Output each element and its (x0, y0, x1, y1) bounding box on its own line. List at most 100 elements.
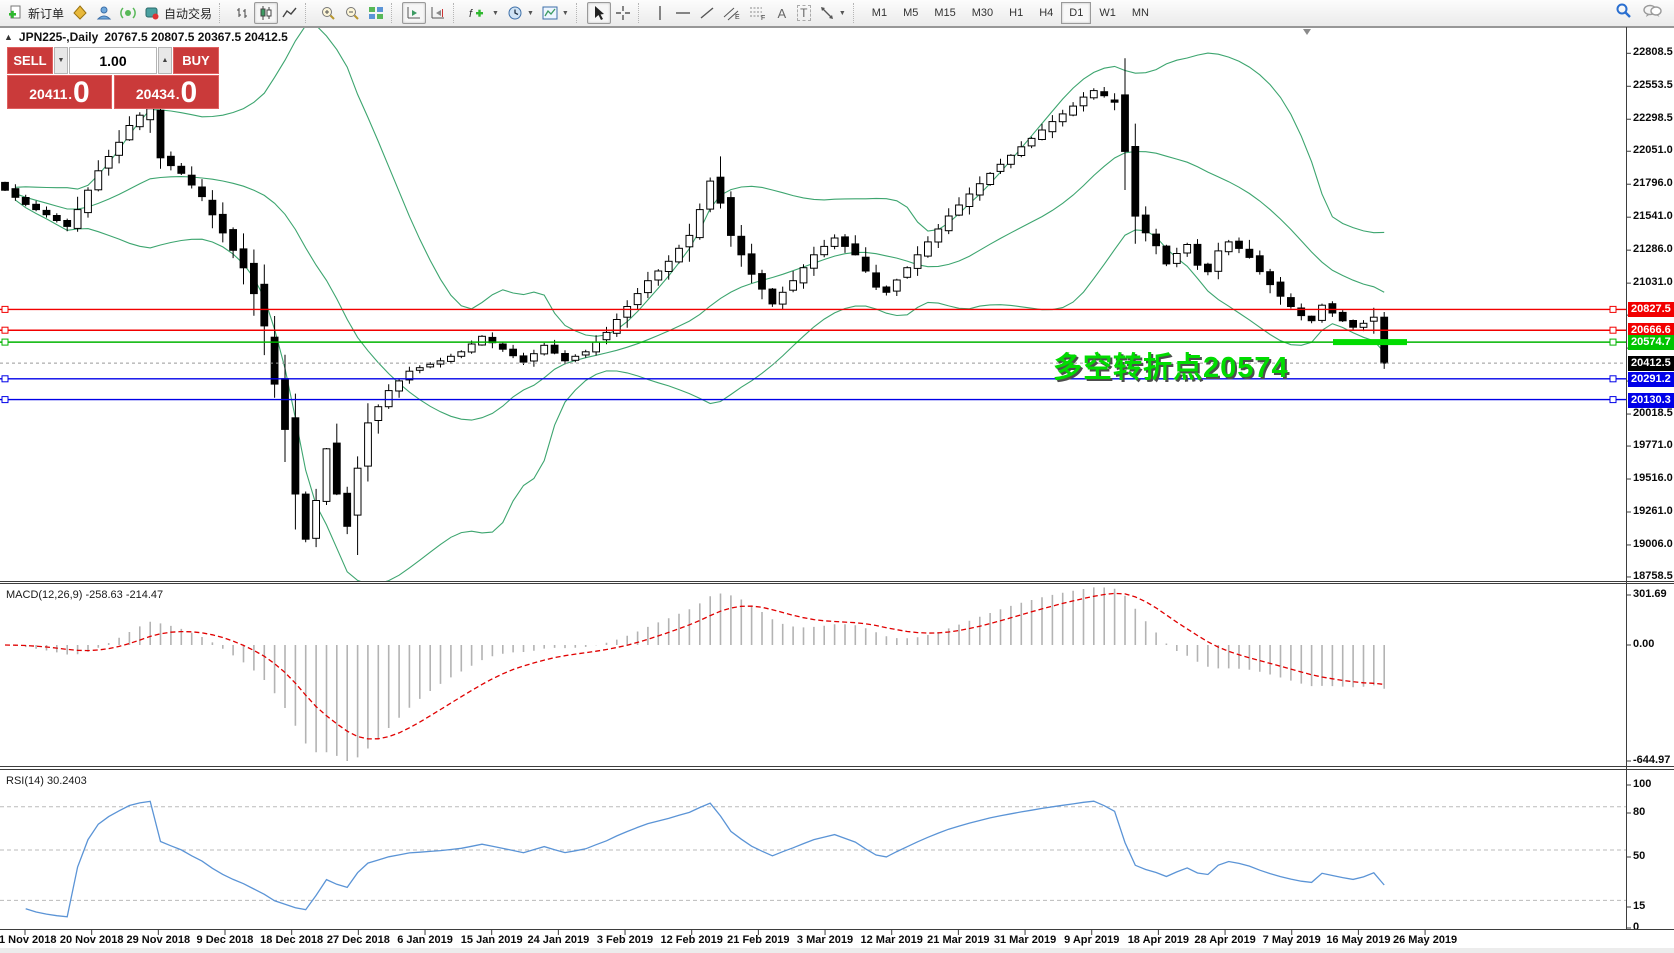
toolbar-separator (575, 3, 583, 23)
line-chart-button[interactable] (278, 2, 302, 24)
macd-signal-line (4, 592, 1385, 740)
styles-button[interactable] (68, 2, 92, 24)
zoom-in-button[interactable] (316, 2, 340, 24)
price-tick-label: 21541.0 (1633, 210, 1673, 223)
highlight-trend-segment[interactable] (1333, 339, 1407, 346)
chat-icon[interactable] (1642, 3, 1662, 24)
search-icon[interactable] (1615, 2, 1632, 24)
collapse-chart-icon[interactable]: ▲ (4, 32, 13, 42)
price-tick-label: 19516.0 (1633, 472, 1673, 485)
level-handle[interactable] (1609, 326, 1617, 334)
date-tick-label: 6 Jan 2019 (397, 934, 453, 946)
profile-button[interactable] (92, 2, 116, 24)
timeframe-m5-button[interactable]: M5 (903, 7, 919, 19)
date-tick-label: 20 Nov 2018 (59, 934, 124, 946)
level-handle[interactable] (1609, 375, 1617, 383)
volume-decrease-button[interactable]: ▼ (54, 47, 68, 74)
rsi-line (25, 800, 1385, 918)
line-chart-icon (282, 5, 298, 21)
arrows-tool-button[interactable]: ▼ (815, 2, 850, 24)
fibonacci-tool-button[interactable]: F (745, 2, 771, 24)
trendline-icon (699, 5, 715, 21)
rsi-tick-label: 15 (1633, 900, 1646, 912)
new-order-label: 新订单 (28, 6, 65, 21)
candlestick-chart-button[interactable] (254, 2, 279, 24)
price-tick-label: 22051.0 (1633, 144, 1673, 157)
periods-button[interactable]: ▼ (503, 2, 538, 24)
timeframe-m15-button[interactable]: M15 (934, 7, 956, 19)
date-tick-label: 18 Dec 2018 (260, 934, 324, 946)
candlestick-icon (258, 5, 274, 21)
level-line-20827.5[interactable] (0, 305, 1626, 313)
timeframe-d1-button[interactable]: D1 (1061, 2, 1092, 24)
cursor-tool-button[interactable] (586, 2, 611, 24)
text-label-tool-button[interactable]: T (793, 2, 815, 24)
date-tick-label: 24 Jan 2019 (527, 934, 590, 946)
sell-price-display[interactable]: 20411 . 0 (7, 75, 112, 109)
chart-shift-marker (1303, 29, 1311, 35)
chart-title-bar[interactable]: ▲ JPN225-,Daily 20767.5 20807.5 20367.5 … (4, 30, 288, 44)
level-line-20666.6[interactable] (0, 326, 1626, 334)
crosshair-tool-button[interactable] (611, 2, 635, 24)
level-handle[interactable] (1609, 305, 1617, 313)
auto-scroll-button[interactable] (402, 2, 427, 24)
level-handle[interactable] (1609, 396, 1617, 404)
level-handle[interactable] (1, 375, 9, 383)
signals-button[interactable] (116, 2, 140, 24)
auto-scroll-icon (406, 5, 422, 21)
indicators-button[interactable]: f ▼ (464, 2, 503, 24)
date-tick-label: 18 Apr 2019 (1127, 934, 1190, 946)
timeframe-m30-button[interactable]: M30 (971, 7, 994, 19)
level-handle[interactable] (1, 326, 9, 334)
dropdown-arrow-icon: ▼ (526, 9, 534, 17)
zoom-out-button[interactable] (340, 2, 364, 24)
sell-button[interactable]: SELL (7, 47, 53, 74)
new-order-button[interactable]: 新订单 (4, 2, 68, 24)
chart-annotation-text[interactable]: 多空转折点20574 (1053, 352, 1289, 384)
chart-shift-button[interactable] (426, 2, 450, 24)
timeframe-m1-button[interactable]: M1 (871, 7, 888, 19)
buy-price-display[interactable]: 20434 . 0 (114, 75, 219, 109)
level-handle[interactable] (1, 338, 9, 346)
toolbar: 新订单 自动交易 f ▼ ▼ ▼ (0, 0, 1674, 27)
vertical-line-tool-button[interactable] (649, 2, 671, 24)
rsi-tick-label: 0 (1633, 921, 1640, 933)
auto-trading-label: 自动交易 (164, 6, 213, 21)
buy-button[interactable]: BUY (173, 47, 219, 74)
timeframe-mn-button[interactable]: MN (1131, 7, 1149, 19)
toolbar-separator (637, 3, 645, 23)
level-line-20291.2[interactable] (0, 375, 1626, 383)
vertical-line-icon (654, 5, 666, 21)
channel-tool-button[interactable]: E (719, 2, 745, 24)
buy-price-main: 20434 (135, 86, 175, 102)
timeframe-w1-button[interactable]: W1 (1099, 7, 1116, 19)
timeframe-h1-button[interactable]: H1 (1009, 7, 1024, 19)
price-tick-label: 19006.0 (1633, 537, 1673, 550)
auto-trading-button[interactable]: 自动交易 (140, 2, 216, 24)
level-line-20130.3[interactable] (0, 396, 1626, 404)
price-tick-label: 22298.5 (1633, 112, 1673, 125)
date-tick-label: 9 Apr 2019 (1064, 934, 1120, 946)
level-handle[interactable] (1609, 338, 1617, 346)
date-tick-label: 29 Nov 2018 (126, 934, 191, 946)
zoom-out-icon (344, 5, 360, 21)
volume-input[interactable]: 1.00 (69, 47, 157, 74)
templates-button[interactable]: ▼ (538, 2, 573, 24)
text-tool-button[interactable]: A (771, 2, 793, 24)
date-tick-label: 3 Feb 2019 (596, 934, 654, 946)
timeframe-h4-button[interactable]: H4 (1039, 7, 1054, 19)
volume-increase-button[interactable]: ▲ (158, 47, 172, 74)
clock-icon (507, 5, 523, 21)
bar-chart-button[interactable] (230, 2, 254, 24)
tile-windows-button[interactable] (364, 2, 388, 24)
horizontal-line-tool-button[interactable] (671, 2, 695, 24)
level-handle[interactable] (1, 305, 9, 313)
level-handle[interactable] (1, 396, 9, 404)
channel-icon: E (723, 5, 741, 21)
trendline-tool-button[interactable] (695, 2, 719, 24)
level-price-badge: 20827.5 (1628, 302, 1674, 318)
level-price-badge: 20574.7 (1628, 335, 1674, 351)
current-price-badge: 20412.5 (1628, 356, 1674, 372)
price-tick-label: 22808.5 (1633, 46, 1673, 59)
